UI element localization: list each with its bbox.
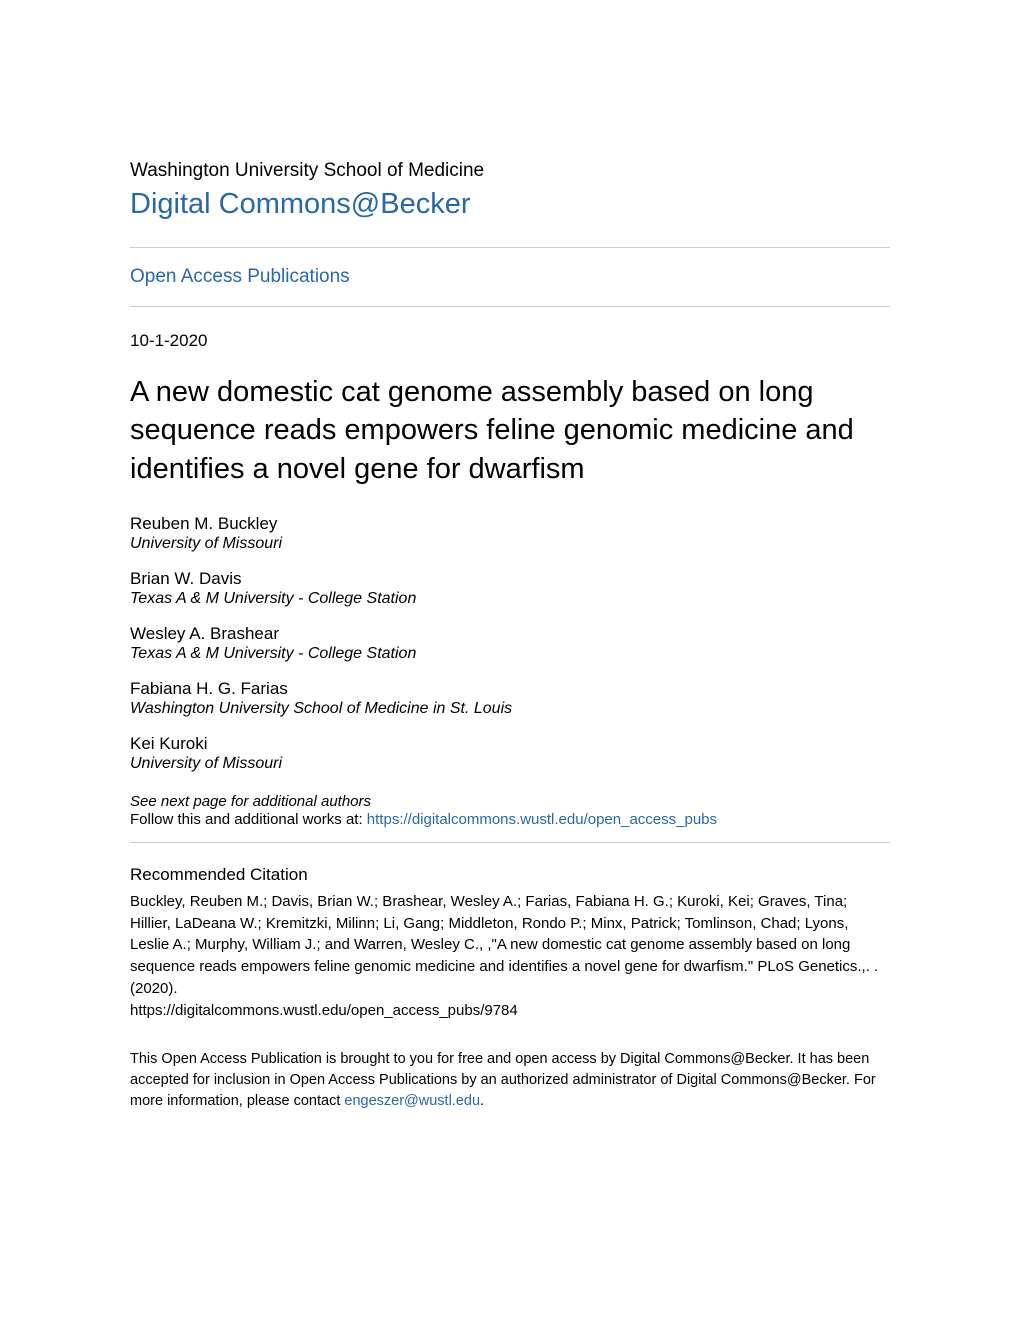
article-title: A new domestic cat genome assembly based… [130,373,890,488]
author-affiliation: Washington University School of Medicine… [130,700,890,718]
author-name: Brian W. Davis [130,569,890,589]
section-link-open-access[interactable]: Open Access Publications [130,248,890,306]
recommended-citation-text: Buckley, Reuben M.; Davis, Brian W.; Bra… [130,891,890,1022]
author-entry: Kei Kuroki University of Missouri [130,734,890,773]
author-affiliation: University of Missouri [130,755,890,773]
follow-link[interactable]: https://digitalcommons.wustl.edu/open_ac… [367,811,717,828]
author-entry: Fabiana H. G. Farias Washington Universi… [130,679,890,718]
footer-contact-link[interactable]: engeszer@wustl.edu [344,1093,480,1109]
institution-name: Washington University School of Medicine [130,160,890,182]
footer-text-before: This Open Access Publication is brought … [130,1051,876,1109]
author-affiliation: Texas A & M University - College Station [130,645,890,663]
author-affiliation: University of Missouri [130,535,890,553]
author-name: Fabiana H. G. Farias [130,679,890,699]
footer-note: This Open Access Publication is brought … [130,1049,890,1112]
follow-works-line: Follow this and additional works at: htt… [130,811,890,828]
author-name: Wesley A. Brashear [130,624,890,644]
divider [130,306,890,307]
author-affiliation: Texas A & M University - College Station [130,590,890,608]
author-entry: Wesley A. Brashear Texas A & M Universit… [130,624,890,663]
author-entry: Brian W. Davis Texas A & M University - … [130,569,890,608]
follow-prefix: Follow this and additional works at: [130,811,367,828]
publication-date: 10-1-2020 [130,331,890,351]
author-name: Kei Kuroki [130,734,890,754]
author-name: Reuben M. Buckley [130,514,890,534]
divider [130,842,890,843]
repository-title-link[interactable]: Digital Commons@Becker [130,188,890,221]
see-next-page-note: See next page for additional authors [130,793,890,810]
author-entry: Reuben M. Buckley University of Missouri [130,514,890,553]
recommended-citation-heading: Recommended Citation [130,865,890,885]
footer-text-after: . [480,1093,484,1109]
